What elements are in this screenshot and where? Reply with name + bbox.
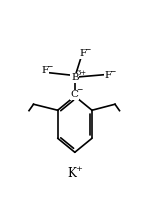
Text: −: − [84,46,91,54]
Text: −: − [109,68,115,76]
Text: +: + [75,165,82,173]
Text: F: F [104,71,111,80]
Text: F: F [80,49,87,58]
Text: −: − [76,86,83,94]
Text: B: B [71,73,79,82]
Text: −: − [46,63,52,71]
Text: F: F [41,66,48,75]
Text: K: K [67,167,76,180]
Text: C: C [71,90,79,99]
Text: 3+: 3+ [76,69,86,77]
